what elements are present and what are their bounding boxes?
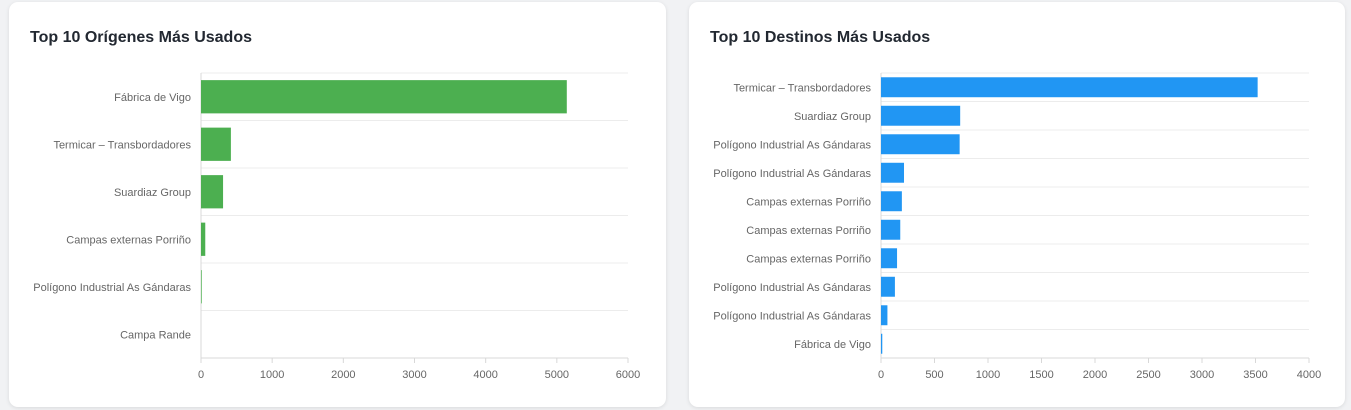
bar[interactable] [881, 305, 888, 326]
bar[interactable] [881, 248, 898, 269]
x-tick-label: 6000 [616, 369, 640, 381]
category-label: Campas externas Porriño [66, 234, 191, 246]
bar[interactable] [201, 222, 206, 256]
x-tick-label: 4000 [1297, 369, 1321, 381]
bar[interactable] [881, 77, 1258, 98]
bar[interactable] [881, 219, 901, 240]
x-tick-label: 1500 [1029, 369, 1053, 381]
category-label: Suardiaz Group [114, 187, 191, 199]
x-tick-label: 0 [878, 369, 884, 381]
destinations-bar-chart: 0 500 1000 1500 2000 2500 3000 3500 4000 Termicar… [713, 72, 1321, 381]
category-label: Campas externas Porriño [746, 253, 871, 265]
bar[interactable] [881, 191, 902, 212]
destinations-chart-title: Top 10 Destinos Más Usados [710, 29, 931, 46]
origins-bar-chart: 0 1000 2000 3000 4000 5000 6000 Fábrica de Vigo… [33, 72, 640, 381]
x-tick-label: 3500 [1243, 369, 1267, 381]
origins-chart-title: Top 10 Orígenes Más Usados [30, 29, 252, 46]
bar[interactable] [201, 127, 231, 161]
category-label: Polígono Industrial As Gándaras [33, 282, 191, 294]
category-label: Suardiaz Group [794, 111, 871, 123]
bar[interactable] [201, 175, 224, 209]
category-label: Campas externas Porriño [746, 225, 871, 237]
bar[interactable] [881, 333, 883, 354]
x-tick-label: 3000 [1190, 369, 1214, 381]
destinations-chart-card: Top 10 Destinos Más Usados 0 500 1000 1500 2… [689, 2, 1345, 407]
x-tick-label: 1000 [260, 369, 284, 381]
bar[interactable] [881, 134, 960, 155]
x-tick-label: 5000 [545, 369, 569, 381]
x-tick-label: 3000 [402, 369, 426, 381]
x-tick-label: 2500 [1136, 369, 1160, 381]
x-tick-label: 500 [925, 369, 943, 381]
bar[interactable] [201, 270, 202, 304]
category-label: Fábrica de Vigo [114, 92, 191, 104]
x-tick-label: 0 [198, 369, 204, 381]
category-label: Campa Rande [120, 329, 191, 341]
bar[interactable] [201, 80, 567, 114]
origins-chart-card: Top 10 Orígenes Más Usados 0 1000 2000 3000… [9, 2, 666, 407]
category-label: Polígono Industrial As Gándaras [713, 282, 871, 294]
category-label: Polígono Industrial As Gándaras [713, 310, 871, 322]
x-tick-label: 2000 [331, 369, 355, 381]
x-tick-label: 1000 [976, 369, 1000, 381]
bar[interactable] [881, 162, 905, 183]
x-tick-label: 2000 [1083, 369, 1107, 381]
category-label: Polígono Industrial As Gándaras [713, 168, 871, 180]
category-label: Polígono Industrial As Gándaras [713, 139, 871, 151]
x-tick-label: 4000 [473, 369, 497, 381]
category-label: Termicar – Transbordadores [53, 139, 191, 151]
category-label: Termicar – Transbordadores [733, 82, 871, 94]
bar[interactable] [881, 105, 961, 126]
category-label: Fábrica de Vigo [794, 339, 871, 351]
category-label: Campas externas Porriño [746, 196, 871, 208]
bar[interactable] [881, 276, 895, 297]
